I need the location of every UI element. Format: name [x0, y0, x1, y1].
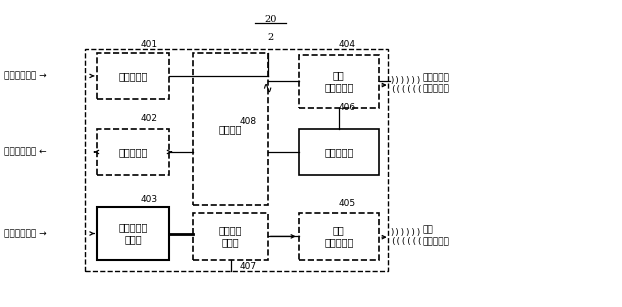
- Text: ＧＰＳデータ →: ＧＰＳデータ →: [4, 229, 47, 238]
- Bar: [299, 55, 379, 108]
- Text: )))))): )))))): [389, 228, 422, 237]
- Bar: [98, 53, 169, 99]
- Text: 第１
通信制御部: 第１ 通信制御部: [324, 70, 353, 92]
- Text: 402: 402: [141, 114, 158, 123]
- Text: 予約処理
実行部: 予約処理 実行部: [219, 226, 242, 247]
- Text: ディスプレイ ←: ディスプレイ ←: [4, 147, 47, 157]
- Text: 407: 407: [240, 262, 257, 271]
- Bar: [193, 213, 267, 260]
- Bar: [193, 53, 267, 205]
- Text: 403: 403: [141, 195, 158, 204]
- Text: 収納装置１: 収納装置１: [422, 84, 449, 93]
- Text: 401: 401: [141, 40, 158, 49]
- Text: 408: 408: [240, 117, 257, 126]
- Bar: [299, 129, 379, 175]
- Text: 主制御部: 主制御部: [219, 124, 242, 134]
- Text: ((((((: ((((((: [389, 237, 422, 246]
- Text: タッチパネル →: タッチパネル →: [4, 72, 47, 80]
- Text: 404: 404: [339, 40, 356, 49]
- Text: 指示解析部: 指示解析部: [324, 147, 353, 157]
- Text: 電子キー－: 電子キー－: [422, 73, 449, 82]
- Bar: [98, 207, 169, 260]
- Text: 406: 406: [339, 103, 356, 112]
- Text: 第２
通信制御部: 第２ 通信制御部: [324, 226, 353, 247]
- Bar: [299, 213, 379, 260]
- Text: 2: 2: [267, 33, 274, 42]
- Text: 20: 20: [264, 15, 277, 24]
- Text: 出力制御部: 出力制御部: [118, 147, 147, 157]
- Text: 管理: 管理: [422, 226, 433, 235]
- Text: 現在位置等
検出部: 現在位置等 検出部: [118, 223, 147, 244]
- Bar: [98, 129, 169, 175]
- Text: )))))): )))))): [389, 76, 422, 85]
- Text: ((((((: ((((((: [389, 85, 422, 94]
- Text: サーバ３０: サーバ３０: [422, 237, 449, 246]
- Text: 入力制御部: 入力制御部: [118, 71, 147, 81]
- Bar: [85, 49, 388, 271]
- Text: 405: 405: [339, 199, 356, 208]
